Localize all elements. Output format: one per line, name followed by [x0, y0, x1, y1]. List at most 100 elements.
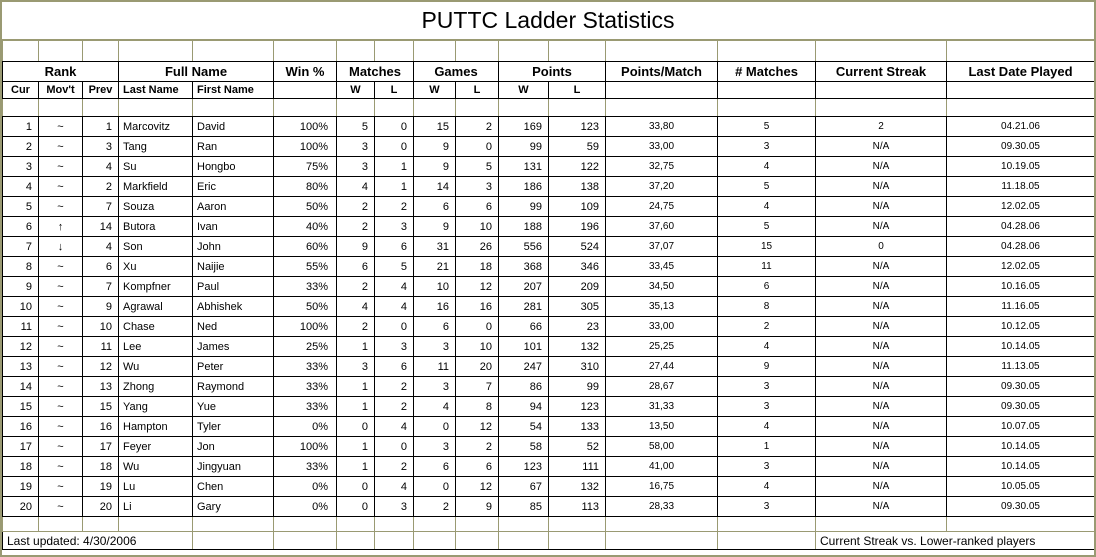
cell-ml: 4 [374, 476, 414, 497]
cell-pw: 188 [498, 216, 549, 237]
table-row: 19 ~19 Lu Chen 0% 0 4 0 12 67 132 16,75 4 N/A 10.05.05 [2, 476, 1094, 497]
cell-streak: N/A [815, 456, 947, 477]
cell-num-matches: 4 [717, 336, 816, 357]
cell-points-per-match: 25,25 [605, 336, 718, 357]
cell-win-pct: 60% [273, 236, 337, 257]
cell-pl: 109 [548, 196, 606, 217]
table-row: 13 ~12 Wu Peter 33% 3 6 11 20 247 310 27,44 9 N/A 11.1… [2, 356, 1094, 377]
footer-empty-cell [192, 531, 274, 550]
cell-first-name: Ned [192, 316, 274, 337]
ladder-table: Rank Full Name Win % Matches Games Point… [2, 40, 1094, 550]
cell-prev: 13 [82, 376, 119, 397]
cell-gl: 10 [455, 216, 499, 237]
cell-mw: 3 [336, 356, 375, 377]
cell-movt: ~ [38, 476, 83, 497]
table-row: 17 ~17 Feyer Jon 100% 1 0 3 2 58 52 58,00 1 N/A 10.14.… [2, 436, 1094, 457]
cell-gw: 10 [413, 276, 456, 297]
spacer-cell [413, 40, 456, 62]
cell-movt: ~ [38, 296, 83, 317]
cell-last-name: Su [118, 156, 193, 177]
cell-mw: 1 [336, 456, 375, 477]
cell-pw: 123 [498, 456, 549, 477]
spacer-cell [82, 516, 119, 532]
footer-empty-cell [498, 531, 549, 550]
cell-streak: N/A [815, 296, 947, 317]
cell-movt: ~ [38, 456, 83, 477]
spacer-cell [2, 98, 39, 117]
spacer-cell [192, 40, 274, 62]
spacer-cell [498, 98, 549, 117]
cell-gl: 12 [455, 476, 499, 497]
cell-gw: 11 [413, 356, 456, 377]
cell-gl: 2 [455, 116, 499, 137]
table-row: 1 ~1 Marcovitz David 100% 5 0 15 2 169 123 33,80 5 2 0… [2, 116, 1094, 137]
cell-cur: 11 [2, 316, 39, 337]
cell-mw: 2 [336, 196, 375, 217]
cell-last-played: 10.19.05 [946, 156, 1094, 177]
cell-num-matches: 3 [717, 456, 816, 477]
cell-points-per-match: 34,50 [605, 276, 718, 297]
subcol-prev: Prev [82, 81, 119, 99]
spacer-cell [336, 98, 375, 117]
cell-cur: 12 [2, 336, 39, 357]
cell-num-matches: 9 [717, 356, 816, 377]
cell-gl: 10 [455, 336, 499, 357]
cell-movt: ~ [38, 436, 83, 457]
spacer-cell [946, 516, 1094, 532]
cell-ml: 0 [374, 436, 414, 457]
cell-prev: 10 [82, 316, 119, 337]
cell-last-played: 12.02.05 [946, 196, 1094, 217]
col-header-matches: Matches [336, 61, 414, 82]
cell-mw: 3 [336, 156, 375, 177]
cell-streak: N/A [815, 176, 947, 197]
cell-gw: 0 [413, 476, 456, 497]
spacer-cell [455, 98, 499, 117]
cell-streak: N/A [815, 376, 947, 397]
cell-pl: 59 [548, 136, 606, 157]
cell-cur: 15 [2, 396, 39, 417]
cell-gl: 6 [455, 456, 499, 477]
spacer-cell [192, 516, 274, 532]
spacer-cell [946, 98, 1094, 117]
cell-pw: 85 [498, 496, 549, 517]
cell-gw: 3 [413, 436, 456, 457]
cell-pl: 133 [548, 416, 606, 437]
col-header-current-streak: Current Streak [815, 61, 947, 82]
spacer-cell [413, 516, 456, 532]
cell-movt: ~ [38, 256, 83, 277]
spacer-cell [38, 40, 83, 62]
cell-gw: 9 [413, 216, 456, 237]
subcol-matches-w: W [336, 81, 375, 99]
cell-num-matches: 6 [717, 276, 816, 297]
cell-last-played: 11.18.05 [946, 176, 1094, 197]
last-updated-label: Last updated: 4/30/2006 [2, 531, 193, 550]
cell-mw: 1 [336, 336, 375, 357]
cell-movt: ~ [38, 356, 83, 377]
spacer-cell [815, 40, 947, 62]
streak-note: Current Streak vs. Lower-ranked players [815, 531, 1094, 550]
cell-last-name: Chase [118, 316, 193, 337]
cell-pl: 346 [548, 256, 606, 277]
cell-pw: 99 [498, 196, 549, 217]
cell-gl: 12 [455, 416, 499, 437]
cell-movt: ~ [38, 276, 83, 297]
cell-num-matches: 11 [717, 256, 816, 277]
spacer-row-top [2, 40, 1094, 62]
spacer-cell [374, 40, 414, 62]
footer-empty-cell [548, 531, 606, 550]
cell-gl: 20 [455, 356, 499, 377]
spacer-row-mid [2, 98, 1094, 117]
cell-streak: N/A [815, 356, 947, 377]
subcol-cur: Cur [2, 81, 39, 99]
cell-cur: 7 [2, 236, 39, 257]
spacer-row-bottom [2, 516, 1094, 532]
cell-cur: 18 [2, 456, 39, 477]
cell-pl: 122 [548, 156, 606, 177]
cell-num-matches: 4 [717, 476, 816, 497]
cell-points-per-match: 37,20 [605, 176, 718, 197]
col-header-last-date-played: Last Date Played [946, 61, 1094, 82]
cell-prev: 7 [82, 276, 119, 297]
footer-empty-cell [605, 531, 718, 550]
table-row: 6 ↑ 14 Butora Ivan 40% 2 3 9 10 188 196 37,60 5 N/A 04.… [2, 216, 1094, 237]
cell-gw: 9 [413, 136, 456, 157]
